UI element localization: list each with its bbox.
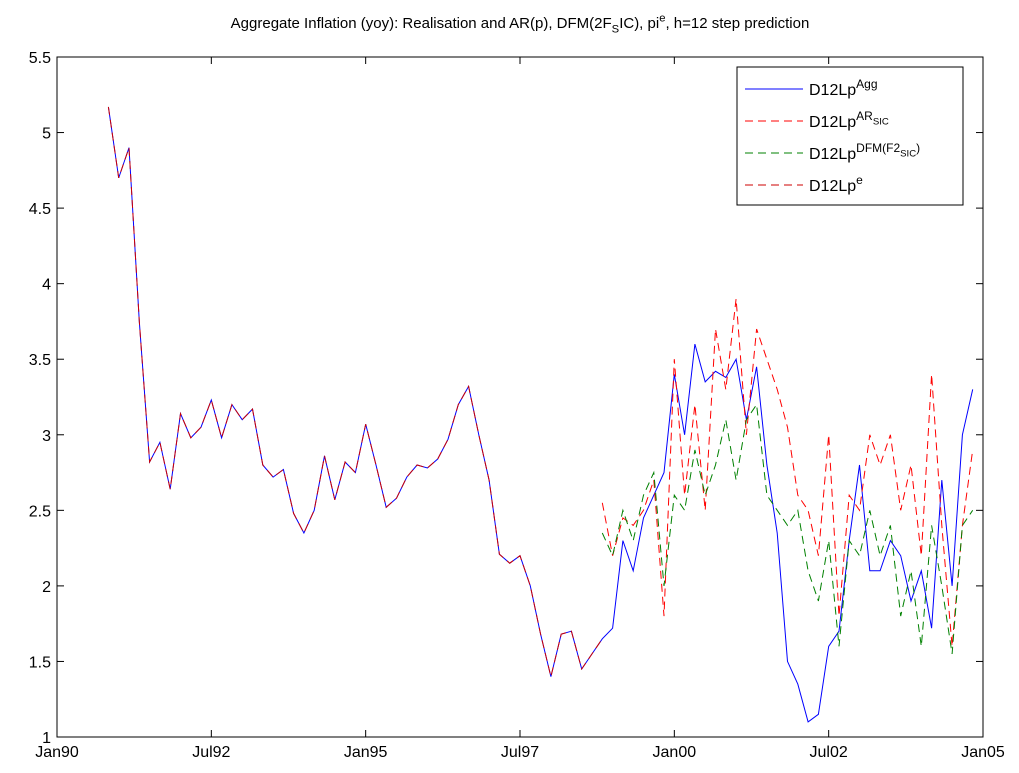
- text-part: Agg: [856, 77, 877, 91]
- legend-label: D12LpARSIC: [809, 109, 889, 131]
- y-tick-label: 4.5: [29, 201, 51, 218]
- y-tick-label: 1.5: [29, 654, 51, 671]
- text-part: , h=12 step prediction: [665, 15, 809, 32]
- y-tick-label: 3: [42, 428, 51, 445]
- text-part: D12Lp: [809, 82, 856, 99]
- text-part: e: [659, 12, 665, 24]
- text-part: SIC: [900, 149, 916, 160]
- text-part: Aggregate Inflation (yoy): Realisation a…: [231, 15, 612, 32]
- series-line: [107, 106, 603, 677]
- text-part: SIC: [873, 117, 889, 128]
- x-tick-label: Jul92: [192, 744, 230, 761]
- legend-label: D12LpDFM(F2SIC): [809, 141, 920, 163]
- legend-label: D12Lpe: [809, 173, 863, 195]
- y-tick-label: 5.5: [29, 50, 51, 67]
- x-tick-label: Jan90: [35, 744, 79, 761]
- y-tick-label: 5: [42, 126, 51, 143]
- text-part: IC), pi: [619, 15, 659, 32]
- y-tick-label: 3.5: [29, 352, 51, 369]
- x-tick-label: Jul02: [810, 744, 848, 761]
- legend-box: [736, 66, 964, 206]
- text-part: D12Lp: [809, 114, 856, 131]
- text-part: DFM(F2: [856, 141, 900, 155]
- x-tick-label: Jan05: [961, 744, 1005, 761]
- text-part: ): [916, 141, 920, 155]
- x-tick-label: Jul97: [501, 744, 539, 761]
- y-tick-label: 1: [42, 730, 51, 747]
- text-part: D12Lp: [809, 146, 856, 163]
- x-tick-label: Jan00: [653, 744, 697, 761]
- legend-label: D12LpAgg: [809, 77, 878, 99]
- text-part: e: [856, 173, 863, 187]
- chart-title: Aggregate Inflation (yoy): Realisation a…: [231, 12, 810, 35]
- text-part: AR: [856, 109, 873, 123]
- y-tick-label: 2: [42, 579, 51, 596]
- series-line: [601, 403, 974, 654]
- text-part: D12Lp: [809, 178, 856, 195]
- series-line: [601, 298, 974, 647]
- text-part: S: [612, 24, 620, 36]
- x-tick-label: Jan95: [344, 744, 388, 761]
- y-tick-label: 4: [42, 277, 51, 294]
- y-tick-label: 2.5: [29, 503, 51, 520]
